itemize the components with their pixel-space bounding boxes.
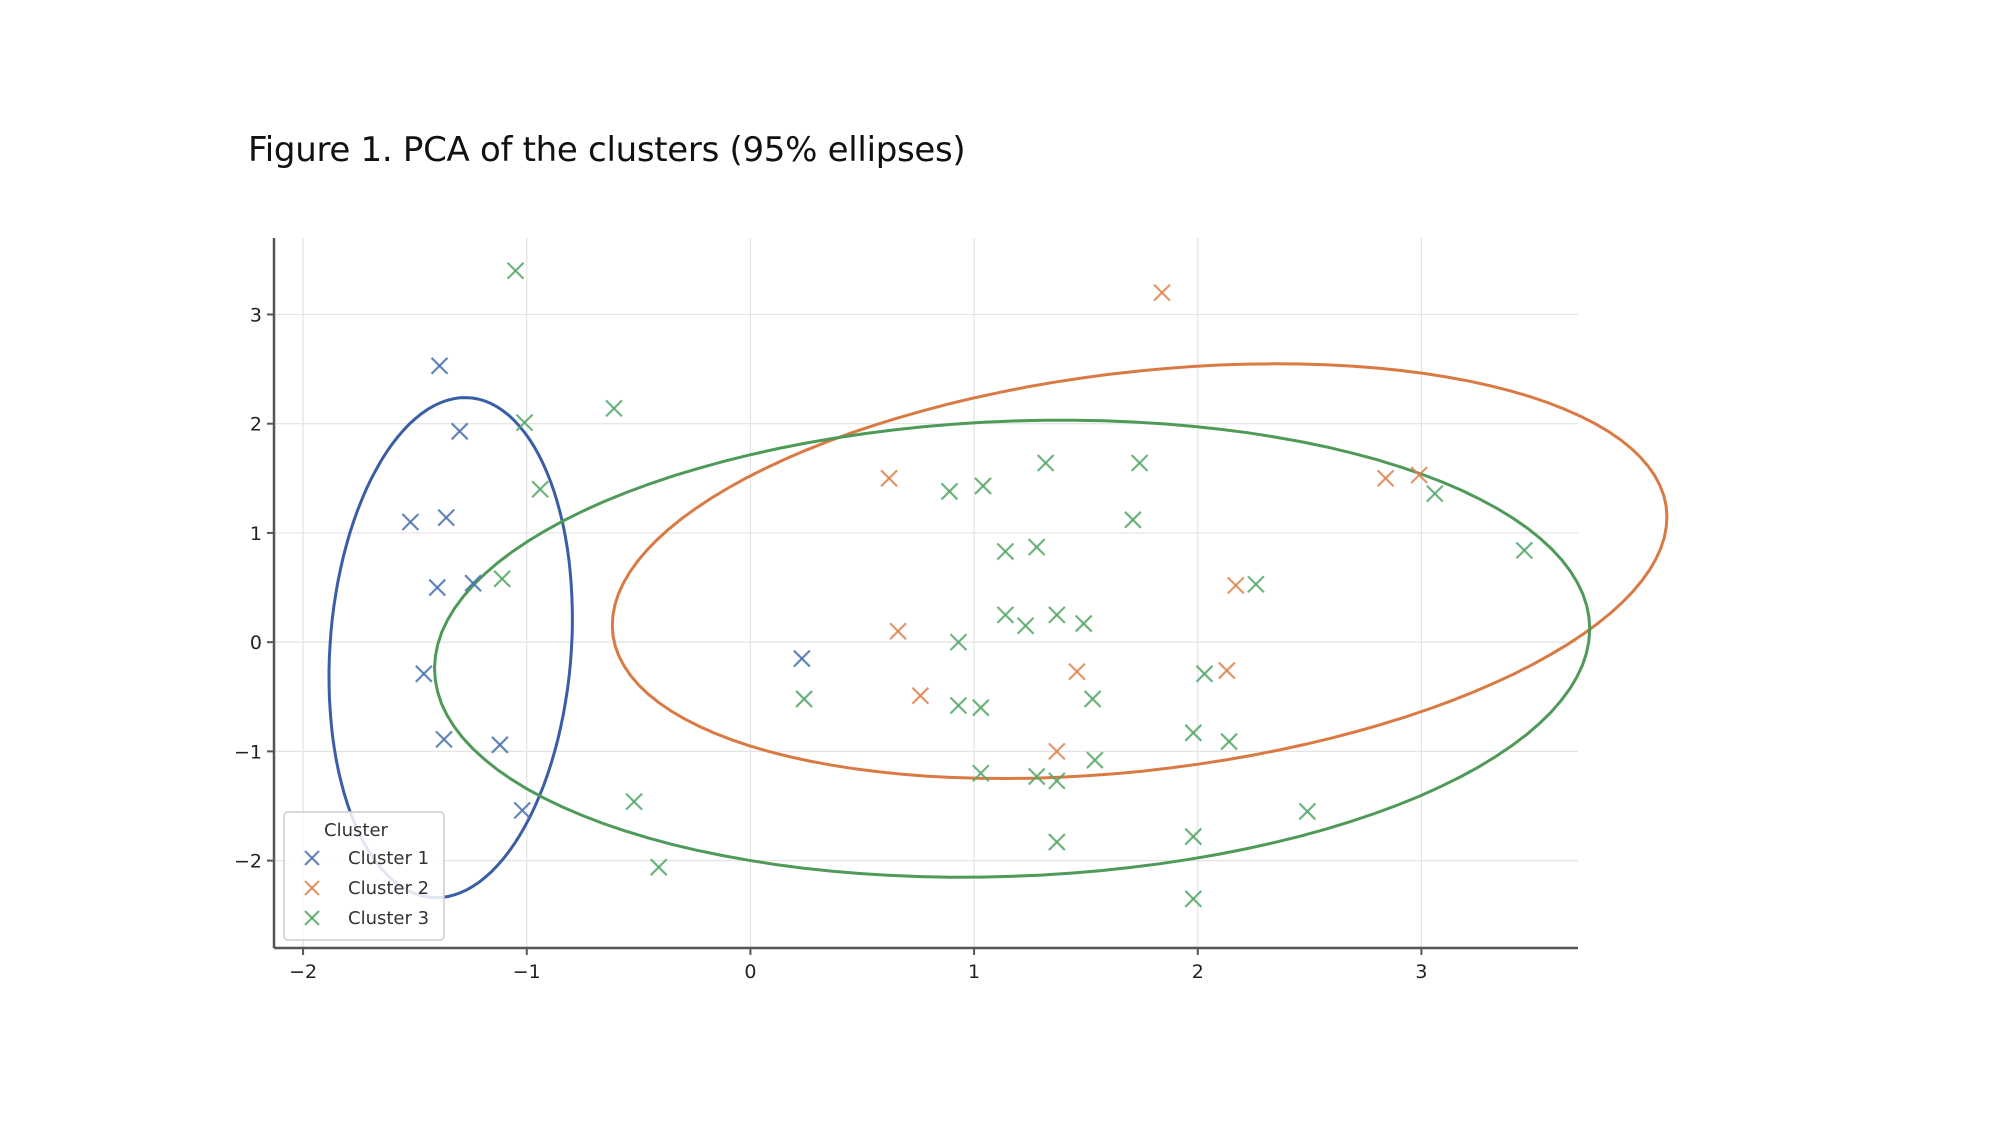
y-tick-label: −2 xyxy=(234,851,262,873)
cluster-1-point xyxy=(437,508,456,527)
cluster-1-point xyxy=(430,357,449,375)
ellipse-cluster-3 xyxy=(432,418,1592,879)
ellipse-cluster-1 xyxy=(327,396,574,900)
cluster-2-point xyxy=(1227,576,1245,595)
cluster-2-point xyxy=(889,622,907,641)
cluster-3-point xyxy=(493,570,511,588)
cluster-3-point xyxy=(1027,538,1046,556)
cluster-3-point xyxy=(1184,890,1203,908)
legend-entry-label: Cluster 1 xyxy=(348,848,429,869)
x-tick-label: 2 xyxy=(1192,961,1204,983)
y-tick-label: 2 xyxy=(250,414,262,436)
confidence-ellipses xyxy=(327,362,1669,900)
y-tick-label: 3 xyxy=(250,304,262,326)
cluster-3-point xyxy=(1048,833,1066,851)
cluster-3-point xyxy=(1426,484,1444,503)
cluster-3-point xyxy=(605,399,623,418)
legend-entry-label: Cluster 2 xyxy=(348,878,429,899)
cluster-3-point xyxy=(1124,511,1142,529)
cluster-2-point xyxy=(1068,662,1086,681)
cluster-3-point xyxy=(972,698,990,717)
cluster-3-point xyxy=(1195,665,1214,683)
cluster-3-point xyxy=(531,480,549,499)
cluster-3-point xyxy=(1247,575,1265,594)
cluster-3-point xyxy=(1220,732,1238,751)
cluster-3-point xyxy=(972,764,990,783)
x-tick-label: 3 xyxy=(1415,961,1427,983)
axes xyxy=(267,238,1578,955)
cluster-3-point xyxy=(940,482,959,501)
cluster-3-point xyxy=(649,858,668,876)
cluster-3-point xyxy=(996,542,1015,561)
legend-title: Cluster xyxy=(324,820,388,841)
x-tick-label: −1 xyxy=(513,961,541,983)
x-tick-label: −2 xyxy=(289,961,317,983)
cluster-3-point xyxy=(949,696,968,715)
legend-entry-label: Cluster 3 xyxy=(348,908,429,929)
legend: Cluster Cluster 1 Cluster 2 Cluster 3 xyxy=(283,811,445,941)
cluster-1-point xyxy=(491,736,509,754)
cluster-3-point xyxy=(1184,827,1203,846)
cluster-3-point xyxy=(1027,767,1046,786)
ellipse-cluster-2 xyxy=(610,362,1669,781)
legend-marker xyxy=(304,910,320,926)
cluster-2-point xyxy=(911,686,930,705)
cluster-3-point xyxy=(795,690,813,708)
cluster-3-point xyxy=(1074,614,1093,633)
grid-lines xyxy=(274,238,1578,948)
cluster-2-point xyxy=(1410,466,1428,484)
legend-marker xyxy=(304,850,320,866)
y-tick-label: −1 xyxy=(234,741,262,763)
cluster-3-point xyxy=(996,606,1015,624)
cluster-2-point xyxy=(880,469,898,488)
cluster-3-point xyxy=(974,477,992,495)
cluster-1-point xyxy=(793,649,811,668)
cluster-3-point xyxy=(1048,772,1066,790)
x-tick-label: 0 xyxy=(744,961,756,983)
cluster-3-point xyxy=(1048,606,1066,624)
cluster-3-point xyxy=(949,633,968,651)
tick-labels: −2 −1 0 1 2 3 −2 −1 0 1 2 3 xyxy=(234,304,1427,983)
figure-title: Figure 1. PCA of the clusters (95% ellip… xyxy=(248,130,966,170)
cluster-1-point xyxy=(450,422,469,441)
cluster-1-point xyxy=(401,513,420,531)
cluster-3-point xyxy=(515,413,534,432)
cluster-3-point xyxy=(1086,751,1104,769)
data-points xyxy=(401,261,1534,908)
cluster-3-point xyxy=(1184,724,1203,742)
cluster-1-point xyxy=(435,730,453,749)
cluster-3-point xyxy=(1036,454,1055,472)
cluster-2-point xyxy=(1376,469,1395,488)
cluster-1-point xyxy=(428,578,447,597)
cluster-3-point xyxy=(1083,690,1102,708)
legend-marker xyxy=(304,880,320,896)
cluster-2-point xyxy=(1218,661,1236,680)
y-tick-label: 0 xyxy=(250,632,262,654)
cluster-1-point xyxy=(513,801,532,820)
cluster-3-point xyxy=(1130,454,1149,472)
cluster-2-point xyxy=(1048,742,1066,761)
legend-box xyxy=(283,811,445,941)
cluster-3-point xyxy=(1016,616,1035,635)
cluster-1-point xyxy=(415,665,433,683)
cluster-3-point xyxy=(625,792,643,811)
y-tick-label: 1 xyxy=(250,523,262,545)
cluster-2-point xyxy=(1153,283,1171,302)
cluster-3-point xyxy=(1515,541,1534,560)
cluster-3-point xyxy=(506,261,525,280)
x-tick-label: 1 xyxy=(968,961,980,983)
cluster-1-point xyxy=(464,574,482,592)
cluster-3-point xyxy=(1298,802,1317,821)
